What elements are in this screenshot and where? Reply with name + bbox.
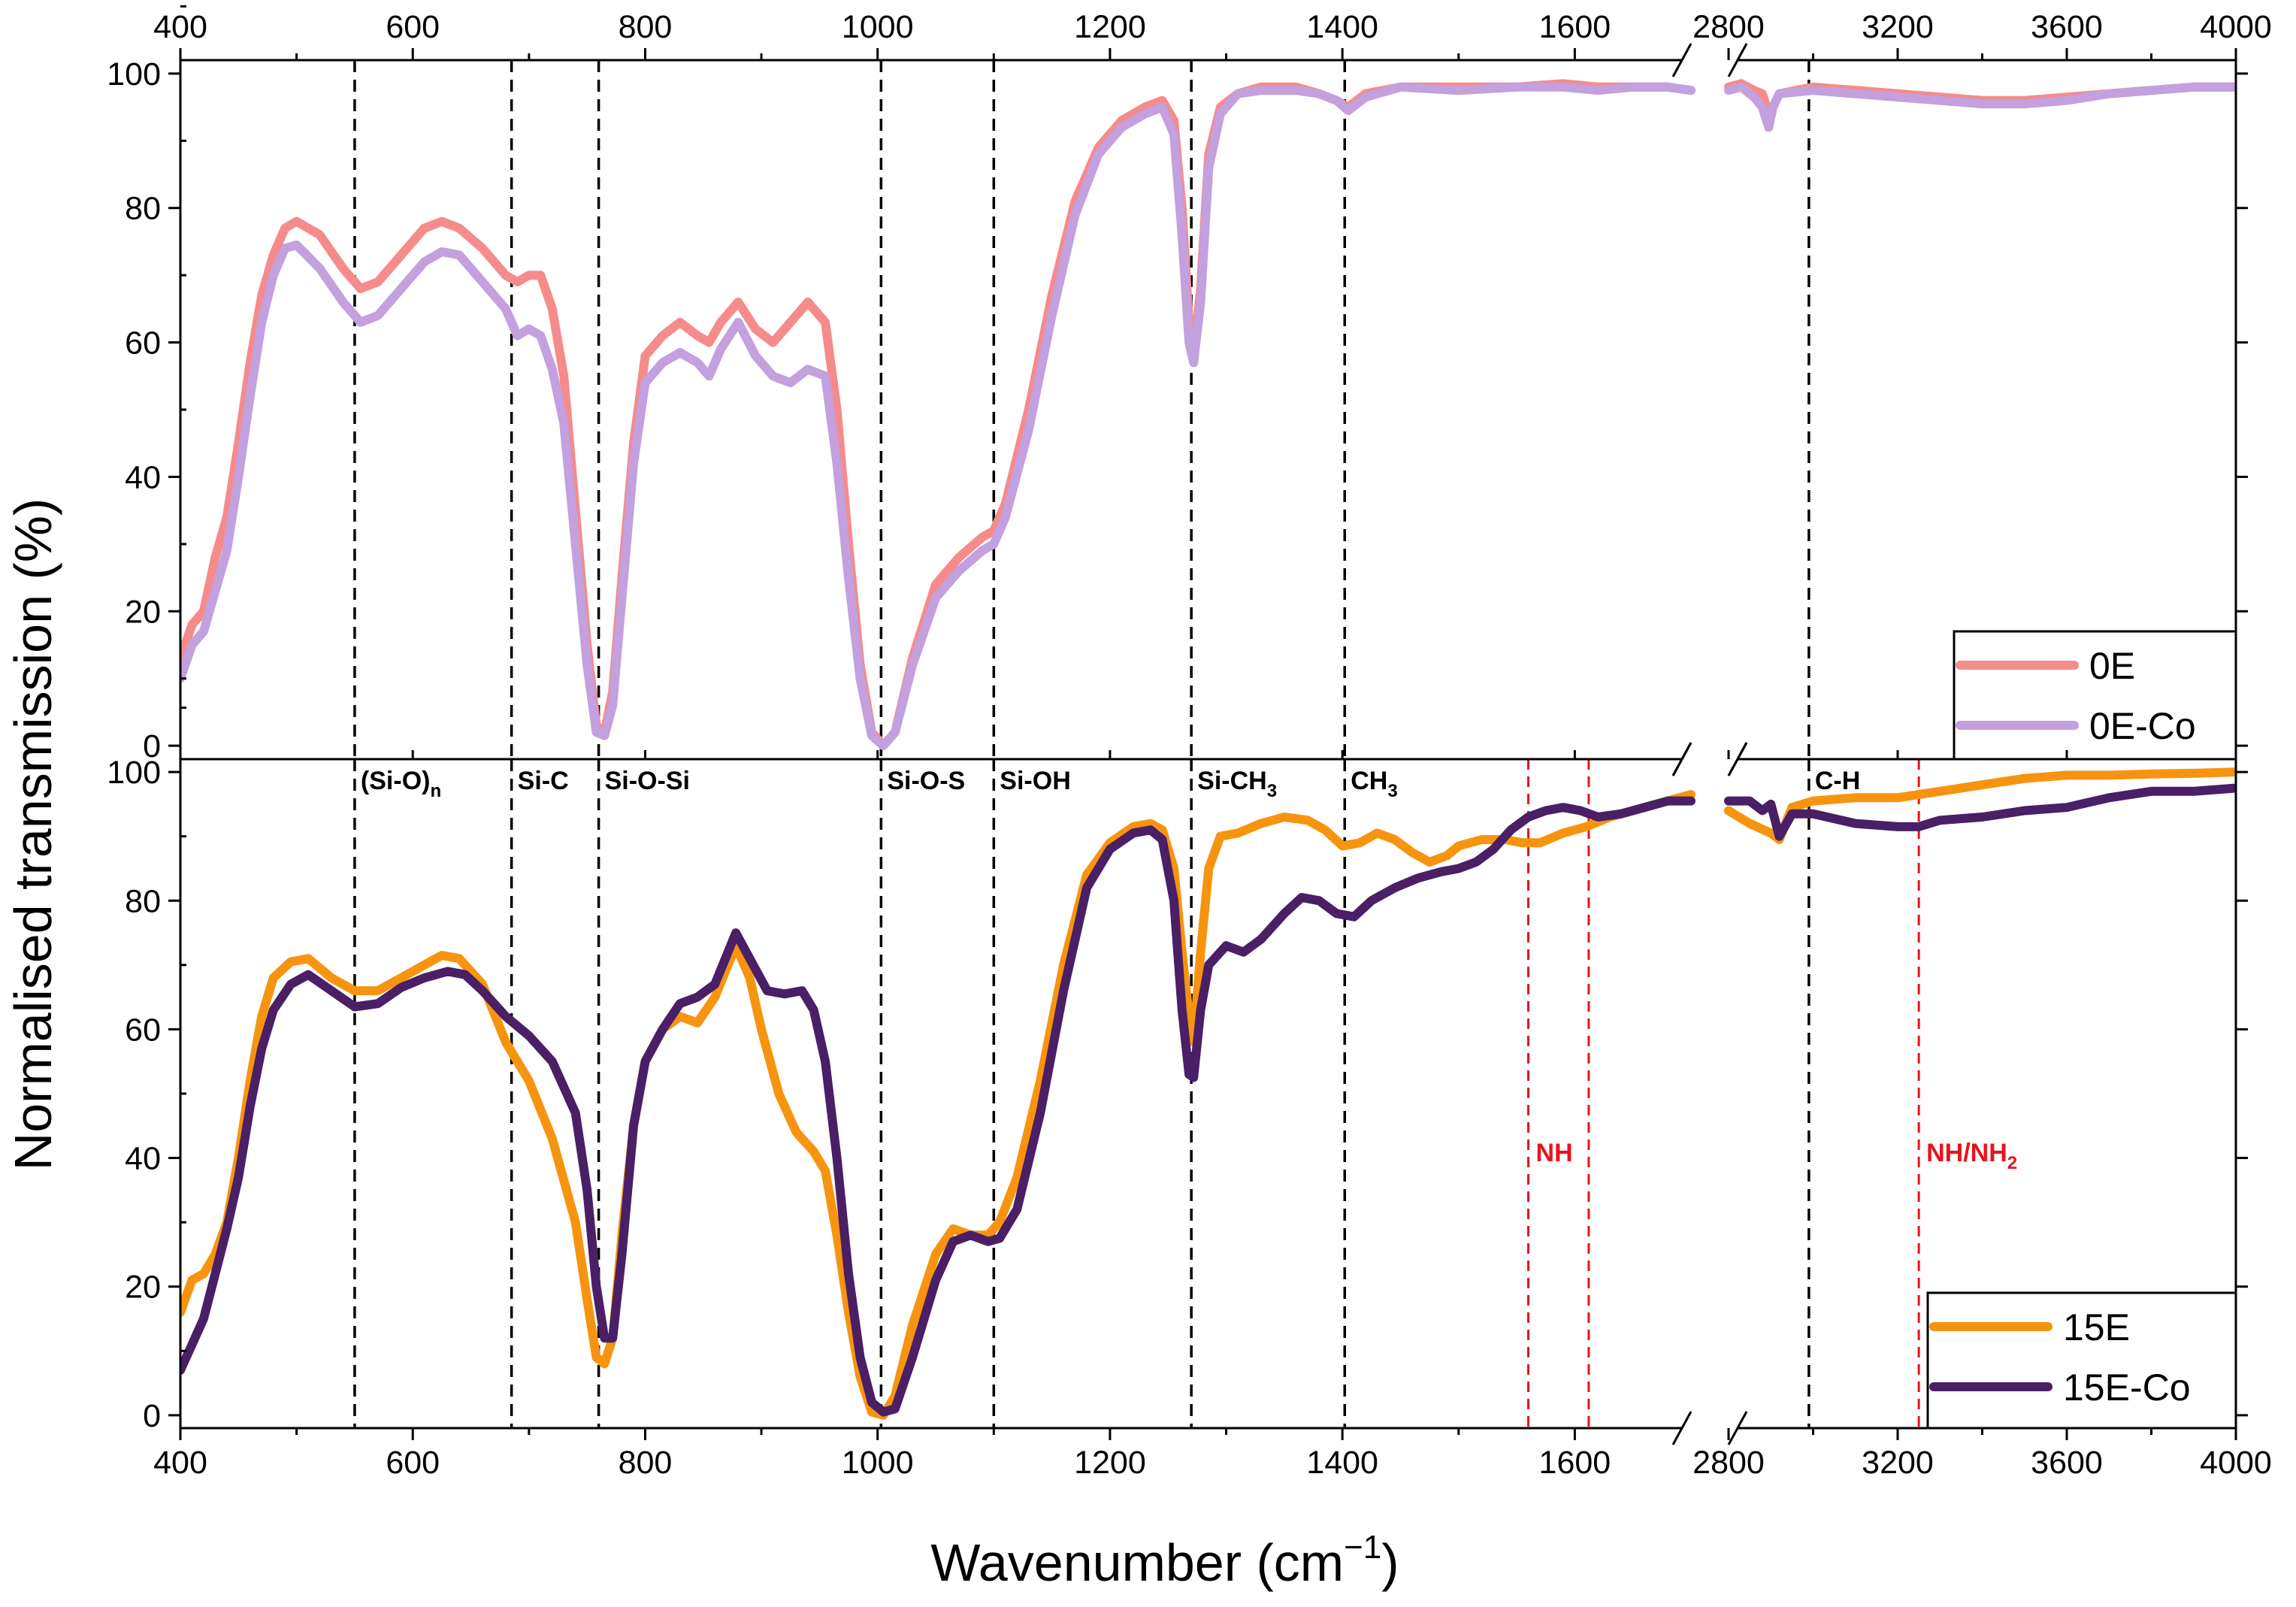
y-axis-title: Normalised transmission (%) bbox=[4, 498, 62, 1171]
series-15e-co-high bbox=[1724, 783, 2236, 841]
y-tick-label: 20 bbox=[125, 1270, 161, 1306]
x-tick-label-bottom: 800 bbox=[619, 1445, 673, 1481]
band-label-si-o-si: Si-O-Si bbox=[605, 767, 690, 795]
axis-break-mark bbox=[1671, 43, 1693, 77]
band-label-si-o-s: Si-O-S bbox=[887, 767, 965, 795]
band-label-c-h: C-H bbox=[1815, 767, 1860, 795]
legend-box bbox=[1926, 1291, 2237, 1430]
legend-label-0e-co: 0E-Co bbox=[2089, 705, 2196, 747]
legend-bottom: 15E 15E-Co bbox=[1926, 1291, 2237, 1430]
axis-break-mark bbox=[1727, 43, 1748, 77]
axis-break-mark bbox=[1671, 1411, 1693, 1445]
series-0e-co-low bbox=[180, 82, 1696, 751]
y-tick-label: 0 bbox=[143, 1398, 161, 1434]
axis-break-mark bbox=[1671, 742, 1693, 776]
y-tick-label: 60 bbox=[125, 1012, 161, 1048]
x-tick-label-top: 2800 bbox=[1693, 9, 1765, 45]
series-15e-co-low bbox=[180, 796, 1696, 1417]
x-tick-label-top: 400 bbox=[153, 9, 207, 45]
x-tick-label-top: 3600 bbox=[2031, 9, 2103, 45]
series-15e-high bbox=[1724, 767, 2236, 844]
series-0e-low bbox=[180, 79, 1696, 751]
x-tick-label-bottom: 3600 bbox=[2031, 1445, 2103, 1481]
red-label-nh: NH bbox=[1536, 1139, 1573, 1167]
x-tick-label-bottom: 1400 bbox=[1306, 1445, 1378, 1481]
x-tick-label-bottom: 1200 bbox=[1074, 1445, 1146, 1481]
x-tick-label-top: 3200 bbox=[1862, 9, 1934, 45]
band-label-si-c: Si-C bbox=[518, 767, 569, 795]
y-tick-label: 40 bbox=[125, 1141, 161, 1177]
x-tick-label-top: 800 bbox=[619, 9, 673, 45]
legend-label-15e: 15E bbox=[2063, 1306, 2130, 1348]
band-label-ch: CH3 bbox=[1351, 767, 1397, 801]
x-tick-label-bottom: 4000 bbox=[2200, 1445, 2272, 1481]
x-tick-label-bottom: 3200 bbox=[1862, 1445, 1934, 1481]
x-axis-title: Wavenumber (cm−1) bbox=[930, 1529, 1399, 1592]
x-tick-label-top: 1400 bbox=[1306, 9, 1378, 45]
x-tick-label-top: 1000 bbox=[842, 9, 914, 45]
legend-top: 0E 0E-Co bbox=[1953, 630, 2237, 761]
band-label-si-ch: Si-CH3 bbox=[1197, 767, 1277, 801]
y-tick-label: 80 bbox=[125, 883, 161, 919]
x-tick-label-top: 4000 bbox=[2200, 9, 2272, 45]
y-tick-label: 40 bbox=[125, 459, 161, 495]
x-tick-label-top: 1200 bbox=[1074, 9, 1146, 45]
y-tick-label: 0 bbox=[143, 728, 161, 764]
axis-break-mark bbox=[1727, 742, 1748, 776]
legend-label-15e-co: 15E-Co bbox=[2063, 1366, 2191, 1409]
axis-break-mark bbox=[1727, 1411, 1748, 1445]
series-0e-co-high bbox=[1724, 82, 2236, 132]
y-tick-label: 80 bbox=[125, 191, 161, 227]
band-label--si-o-: (Si-O)n bbox=[361, 767, 441, 801]
x-tick-label-bottom: 400 bbox=[153, 1445, 207, 1481]
x-tick-label-bottom: 1000 bbox=[842, 1445, 914, 1481]
x-tick-label-bottom: 2800 bbox=[1693, 1445, 1765, 1481]
band-label-si-oh: Si-OH bbox=[1000, 767, 1070, 795]
y-tick-label: 100 bbox=[107, 755, 161, 791]
panel-top: 0 20 40 60 80 100 0E 0E-Co bbox=[107, 5, 2248, 776]
series-15e-low bbox=[180, 790, 1696, 1420]
legend-box bbox=[1953, 630, 2237, 761]
legend-label-0e: 0E bbox=[2089, 645, 2135, 687]
y-tick-label: 60 bbox=[125, 325, 161, 362]
y-tick-label: 100 bbox=[107, 56, 161, 92]
y-tick-label: 20 bbox=[125, 594, 161, 630]
x-tick-label-top: 600 bbox=[386, 9, 440, 45]
x-tick-label-top: 1600 bbox=[1539, 9, 1611, 45]
x-tick-label-bottom: 600 bbox=[386, 1445, 440, 1481]
red-label-nh-nh: NH/NH2 bbox=[1926, 1139, 2017, 1173]
panel-bottom: 0 20 40 60 80 100 15E 15E-Co bbox=[107, 707, 2248, 1445]
plot-area: 0 20 40 60 80 100 0E 0E-Co 0 20 40 60 80 100 15E 15E-Co… bbox=[107, 5, 2272, 1481]
x-tick-label-bottom: 1600 bbox=[1539, 1445, 1611, 1481]
